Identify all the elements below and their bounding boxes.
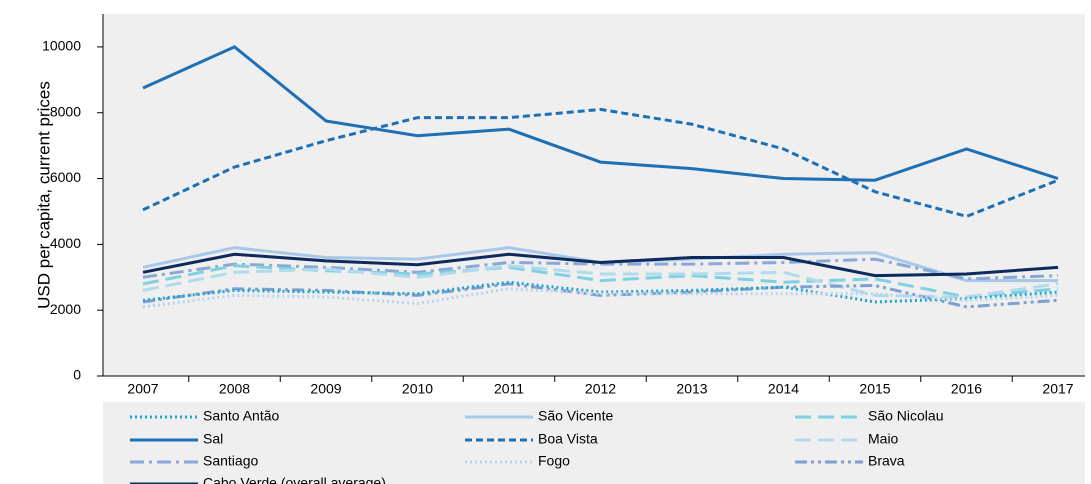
legend-label: Fogo [538, 453, 570, 469]
legend-label: Brava [868, 453, 905, 469]
x-tick-label: 2013 [676, 381, 707, 397]
x-tick-label: 2017 [1042, 381, 1073, 397]
legend-label: Santo Antão [203, 408, 280, 424]
y-tick-label: 0 [73, 367, 81, 383]
legend-label: Maio [868, 431, 899, 447]
series-line [142, 45, 1059, 182]
legend-background [103, 402, 1085, 484]
series-line [142, 252, 1059, 278]
y-tick-label: 6000 [50, 169, 81, 185]
series-line [142, 257, 1059, 281]
y-tick-label: 10000 [42, 38, 81, 54]
legend-label: Santiago [203, 453, 258, 469]
legend-label: São Nicolau [868, 408, 944, 424]
y-tick-label: 4000 [50, 235, 81, 251]
x-tick-label: 2014 [768, 381, 799, 397]
y-axis-label: USD per capita, current prices [34, 81, 53, 309]
x-tick-label: 2009 [310, 381, 341, 397]
series-line [142, 264, 1059, 299]
y-tick-label: 8000 [50, 103, 81, 119]
plot-background [103, 14, 1085, 376]
x-tick-label: 2015 [859, 381, 890, 397]
series-line [142, 107, 1059, 218]
legend-label: Sal [203, 431, 223, 447]
series-line [142, 264, 1059, 299]
x-tick-label: 2008 [219, 381, 250, 397]
x-tick-label: 2007 [127, 381, 158, 397]
x-tick-label: 2011 [494, 381, 524, 397]
series-line [142, 282, 1059, 309]
legend-label: Boa Vista [538, 431, 598, 447]
y-tick-label: 2000 [50, 301, 81, 317]
x-tick-label: 2010 [402, 381, 433, 397]
legend-label: Cabo Verde (overall average) [203, 475, 386, 484]
legend-label: São Vicente [538, 408, 613, 424]
x-tick-label: 2016 [951, 381, 982, 397]
series-line [142, 280, 1059, 304]
x-tick-label: 2012 [585, 381, 616, 397]
